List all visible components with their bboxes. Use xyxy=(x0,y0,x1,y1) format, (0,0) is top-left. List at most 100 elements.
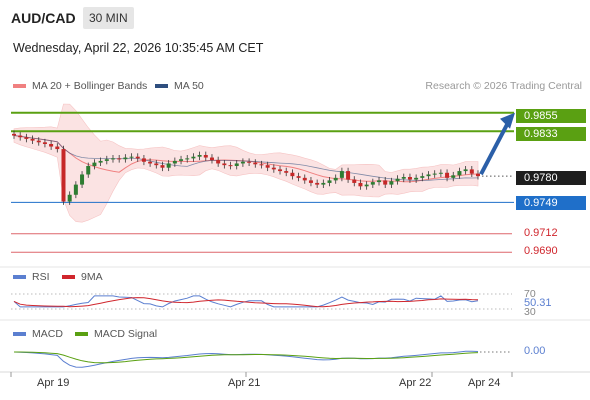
candle-body xyxy=(259,164,264,166)
candle-body xyxy=(407,177,412,180)
candle-body xyxy=(352,179,357,183)
level-tag-0.9690: 0.9690 xyxy=(524,245,558,257)
ma20-swatch xyxy=(13,84,26,88)
candle-body xyxy=(73,184,78,195)
legend-ma20: MA 20 + Bollinger Bands xyxy=(13,80,147,92)
forecast-arrow-shaft xyxy=(479,121,510,176)
candle-body xyxy=(370,182,375,185)
x-tick-apr22: Apr 22 xyxy=(399,377,432,389)
candle-body xyxy=(463,169,468,172)
candle-body xyxy=(395,178,400,182)
candle-body xyxy=(191,156,196,159)
candle-body xyxy=(327,180,332,183)
candle-body xyxy=(67,194,72,202)
candle-body xyxy=(148,161,153,164)
legend-rsi-ma: 9MA xyxy=(62,271,103,283)
candle-body xyxy=(290,172,295,177)
candle-body xyxy=(284,171,289,173)
macd-series-line xyxy=(13,350,479,368)
rsi-tick-70: 70 xyxy=(524,288,536,300)
candle-body xyxy=(98,160,103,163)
candle-body xyxy=(55,146,60,150)
candle-body xyxy=(166,163,171,168)
level-tag-0.9712: 0.9712 xyxy=(524,227,558,239)
candle-body xyxy=(457,171,462,176)
candle-body xyxy=(432,173,437,175)
candle-body xyxy=(364,184,369,187)
legend-rsi-label: RSI xyxy=(32,271,50,283)
candle-body xyxy=(154,163,159,166)
candle-body xyxy=(451,175,456,178)
level-tag-0.9833: 0.9833 xyxy=(516,127,586,141)
candle-body xyxy=(234,163,239,166)
legend-rsi: RSI xyxy=(13,271,50,283)
candle-body xyxy=(104,159,109,161)
rsi-ma-line xyxy=(13,297,479,308)
candle-body xyxy=(185,158,190,160)
candle-body xyxy=(36,140,41,143)
candle-body xyxy=(302,177,307,181)
ma50-line xyxy=(13,135,479,181)
candle-body xyxy=(414,177,419,180)
candle-body xyxy=(216,160,221,164)
candle-body xyxy=(209,157,214,161)
candle-body xyxy=(253,162,258,165)
legend-ma50: MA 50 xyxy=(155,80,204,92)
legend-macd-label: MACD xyxy=(32,328,63,340)
candle-body xyxy=(476,173,480,177)
candle-body xyxy=(389,181,394,185)
x-tick-apr21: Apr 21 xyxy=(228,377,261,389)
level-tag-0.9855: 0.9855 xyxy=(516,109,586,123)
x-tick-apr19: Apr 19 xyxy=(37,377,70,389)
rsi-last-value: 50.31 xyxy=(524,297,552,309)
candle-body xyxy=(24,137,29,139)
legend-ma20-label: MA 20 + Bollinger Bands xyxy=(32,80,148,92)
legend-ma50-label: MA 50 xyxy=(174,80,204,92)
candle-body xyxy=(339,171,344,178)
candle-body xyxy=(86,166,91,175)
candle-body xyxy=(92,162,97,166)
macd-swatch xyxy=(13,332,26,336)
forecast-arrow-head xyxy=(500,112,515,129)
symbol-title: AUD/CAD xyxy=(11,10,76,26)
x-tick-apr24: Apr 24 xyxy=(468,377,501,389)
candle-body xyxy=(377,180,382,183)
candle-body xyxy=(129,156,134,158)
rsi-ma-swatch xyxy=(62,275,75,279)
datetime-label: Wednesday, April 22, 2026 10:35:45 AM CE… xyxy=(13,41,264,55)
candle-body xyxy=(271,167,276,170)
bollinger-band xyxy=(13,103,479,223)
candle-body xyxy=(160,165,165,168)
candle-body xyxy=(141,158,146,162)
research-credit: Research © 2026 Trading Central xyxy=(425,80,582,92)
candle-body xyxy=(135,156,140,159)
legend-macd: MACD xyxy=(13,328,63,340)
candle-body xyxy=(383,180,388,185)
candle-body xyxy=(247,161,252,163)
candle-body xyxy=(321,182,326,185)
candle-body xyxy=(445,172,450,178)
candle-body xyxy=(110,158,115,160)
candle-body xyxy=(333,177,338,181)
candle-body xyxy=(426,174,431,177)
rsi-tick-30: 30 xyxy=(524,306,536,318)
candle-body xyxy=(296,176,301,178)
candle-body xyxy=(240,161,245,164)
candle-body xyxy=(315,182,320,185)
candle-body xyxy=(228,165,233,167)
candle-body xyxy=(308,180,313,183)
candle-body xyxy=(61,149,66,202)
level-tag-0.9749: 0.9749 xyxy=(516,196,586,210)
candle-body xyxy=(80,174,85,185)
candle-body xyxy=(401,177,406,179)
macd-last-value: 0.00 xyxy=(524,345,546,357)
candle-body xyxy=(49,144,54,147)
macd-signal-swatch xyxy=(75,332,88,336)
timeframe-badge[interactable]: 30 MIN xyxy=(83,7,134,29)
candle-body xyxy=(197,155,202,157)
current-price-tag: 0.9780 xyxy=(516,171,586,185)
candle-body xyxy=(18,135,23,138)
candle-body xyxy=(222,163,227,166)
candle-body xyxy=(123,157,128,160)
